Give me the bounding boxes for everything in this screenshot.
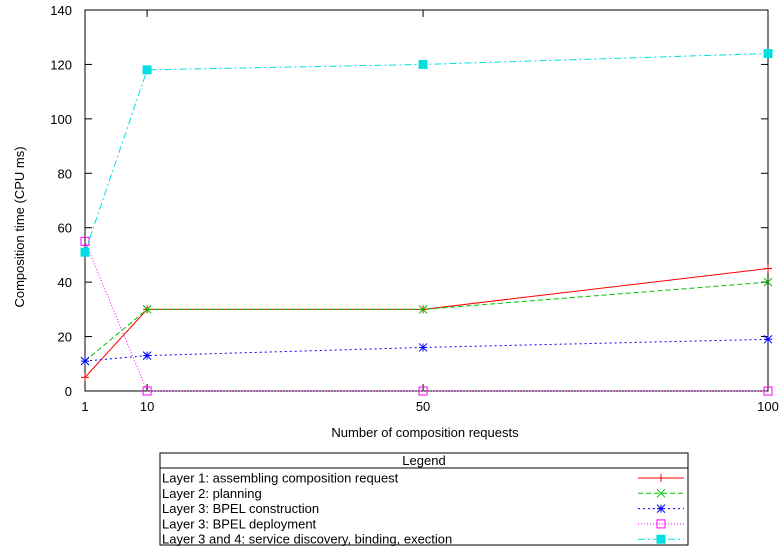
x-tick-label: 50 [416, 399, 430, 414]
x-tick-label: 1 [81, 399, 88, 414]
series-line [84, 53, 769, 253]
data-point [763, 277, 773, 287]
legend-item-marker [656, 504, 666, 513]
data-point [142, 386, 152, 396]
data-point [80, 247, 90, 257]
legend-item-label: Layer 2: planning [162, 486, 262, 501]
data-point [764, 264, 772, 273]
x-tick-label: 10 [140, 399, 154, 414]
y-tick-label: 40 [58, 275, 72, 290]
series-1 [81, 264, 772, 382]
y-tick-label: 120 [50, 57, 72, 72]
data-point [763, 49, 773, 59]
data-point [142, 65, 152, 75]
data-point [418, 386, 428, 396]
y-tick-label: 0 [65, 384, 72, 399]
series-line [84, 281, 769, 362]
series-line [84, 268, 769, 378]
data-point [763, 386, 773, 396]
series-3 [80, 334, 773, 366]
series-line [84, 241, 768, 392]
series-line [84, 338, 769, 362]
y-tick-label: 20 [58, 330, 72, 345]
legend-item-marker [657, 474, 665, 482]
y-axis: 0 20 40 60 80 100 120 140 [50, 3, 768, 399]
legend-items: Layer 1: assembling composition requestL… [162, 471, 684, 547]
y-tick-label: 60 [58, 221, 72, 236]
y-tick-label: 100 [50, 112, 72, 127]
data-point [80, 356, 90, 366]
legend-item-marker [656, 534, 666, 544]
series-layer [80, 49, 773, 396]
legend-title: Legend [402, 453, 445, 468]
series-2 [80, 277, 773, 366]
series-5 [80, 49, 773, 257]
legend-item-label: Layer 3: BPEL construction [162, 501, 319, 516]
data-point [418, 305, 428, 314]
y-axis-label: Composition time (CPU ms) [12, 146, 27, 307]
legend-item-label: Layer 3: BPEL deployment [162, 516, 317, 531]
x-axis-label: Number of composition requests [331, 425, 519, 440]
data-point [763, 334, 773, 344]
data-point [418, 343, 428, 352]
data-point [142, 305, 152, 314]
y-tick-label: 140 [50, 3, 72, 18]
data-point [142, 351, 152, 360]
legend: Legend Layer 1: assembling composition r… [159, 452, 689, 547]
legend-item-marker [656, 519, 666, 529]
data-point [81, 373, 89, 382]
y-tick-label: 80 [58, 166, 72, 181]
legend-item-marker [656, 488, 666, 498]
legend-item-label: Layer 1: assembling composition request [162, 471, 399, 486]
series-4 [80, 236, 773, 396]
x-axis: 1 10 50 100 [81, 10, 779, 414]
data-point [418, 59, 428, 69]
x-tick-label: 100 [757, 399, 779, 414]
legend-item-label: Layer 3 and 4: service discovery, bindin… [162, 532, 452, 547]
